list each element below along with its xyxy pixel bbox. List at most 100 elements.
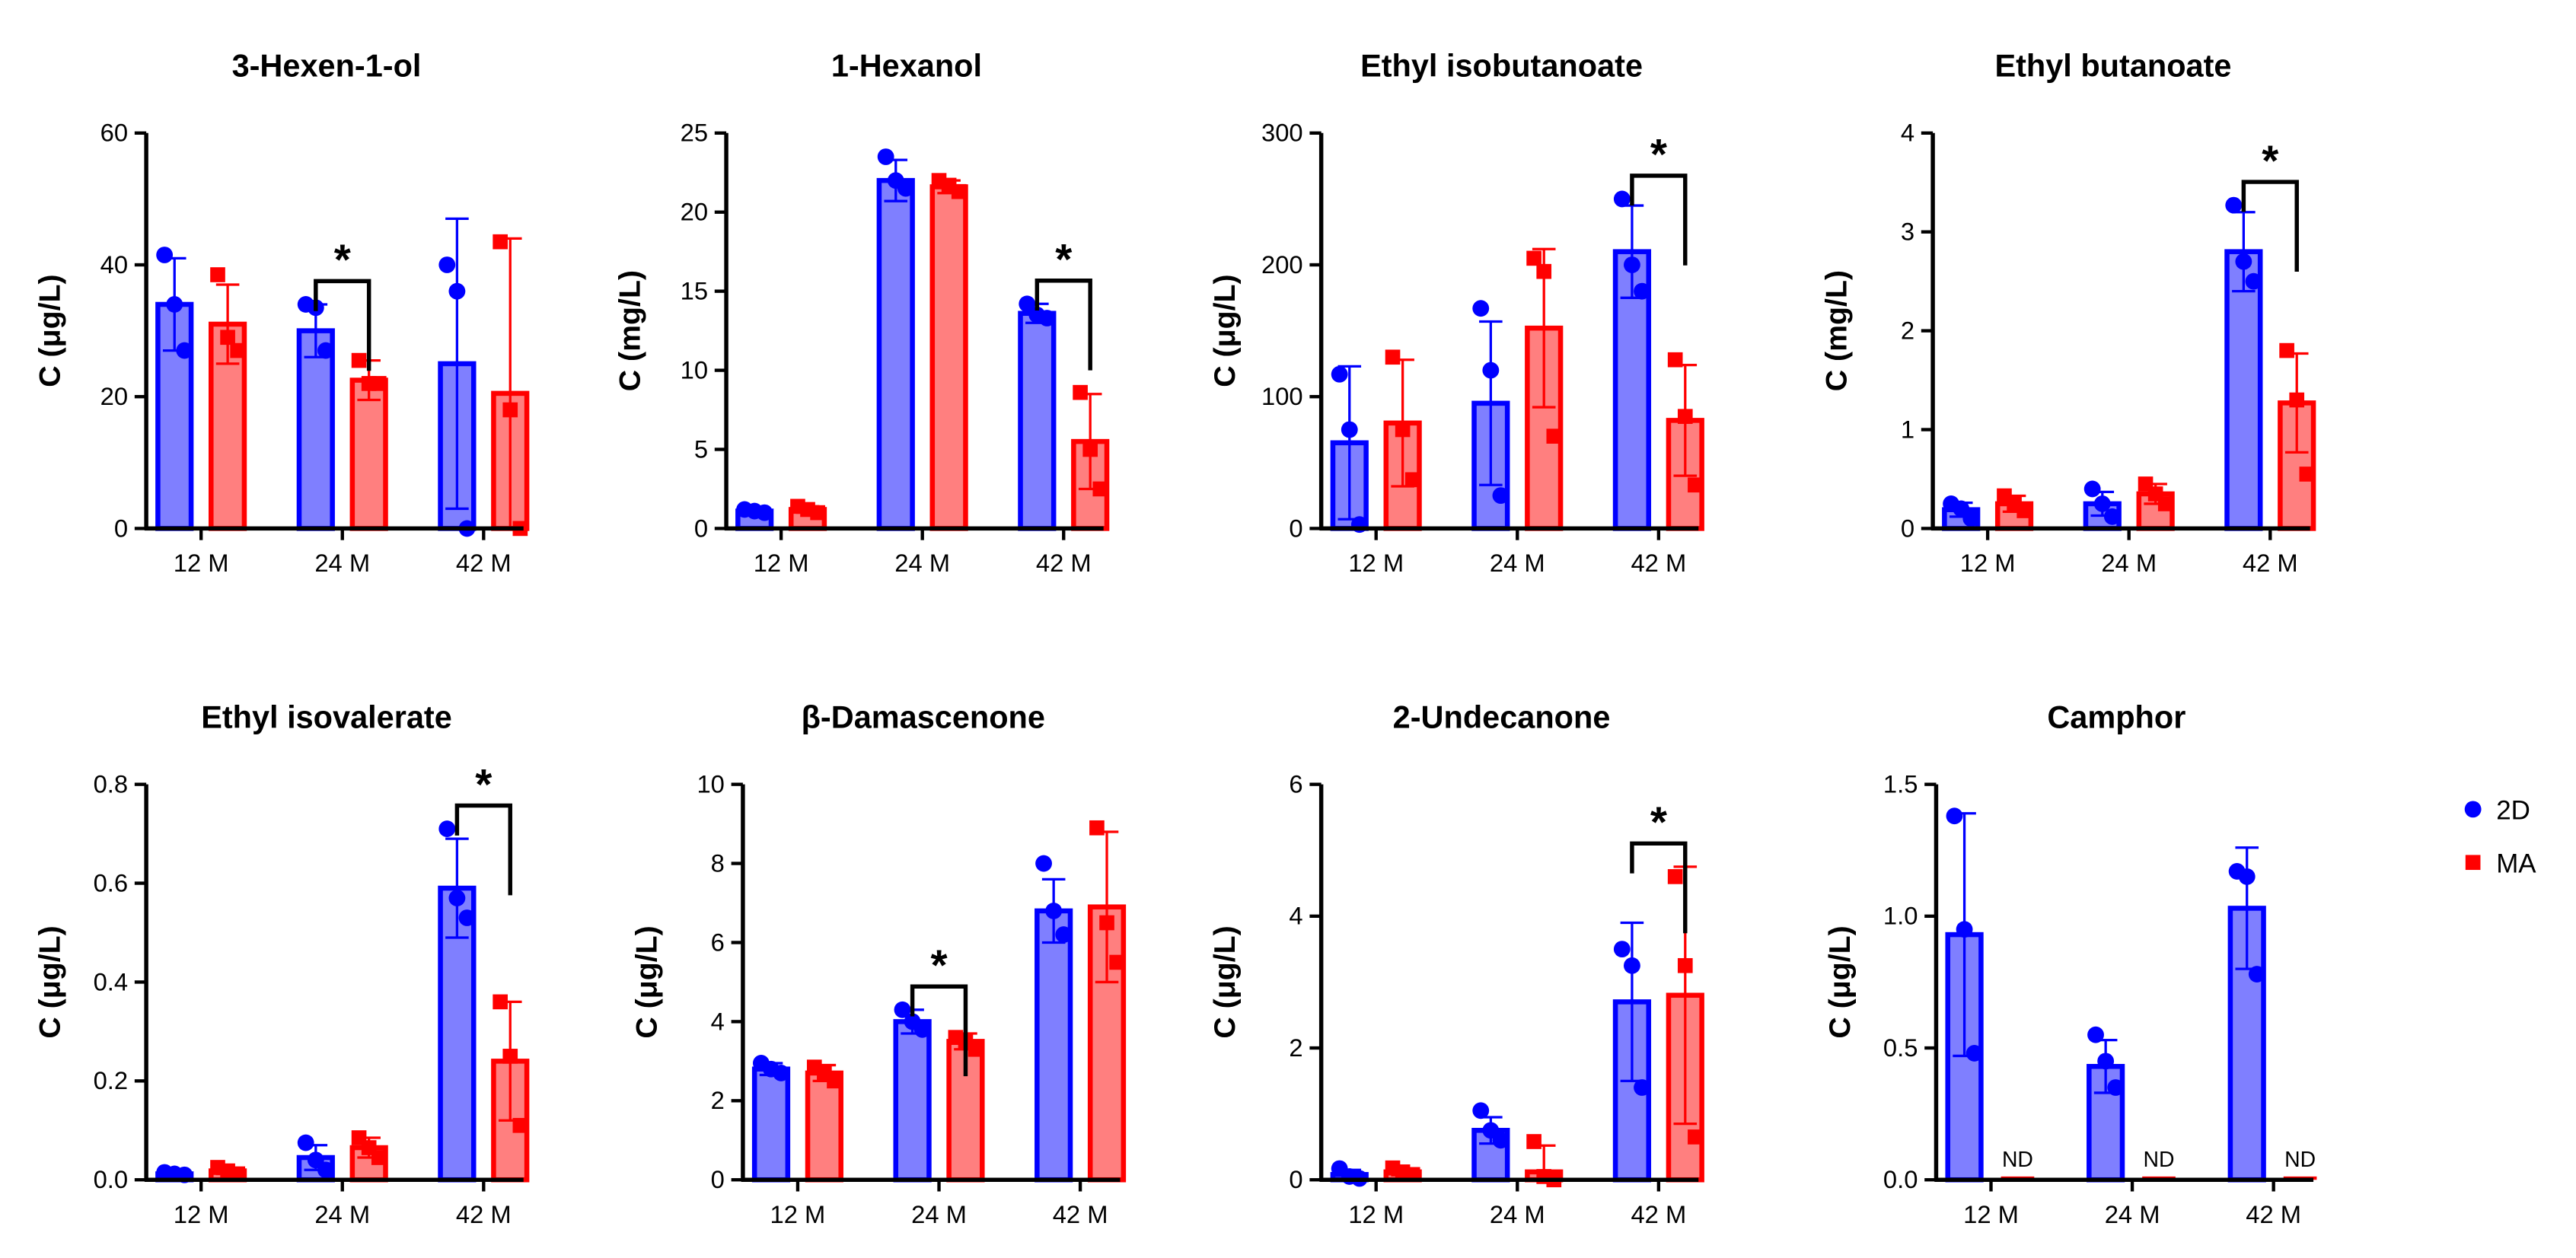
panel-title: Camphor: [2047, 699, 2185, 734]
data-point: [1965, 1045, 1983, 1062]
error-bar: [215, 283, 240, 365]
data-point: [2225, 196, 2243, 214]
y-axis-label: C (mg/L): [1820, 270, 1854, 391]
x-tick-label: 42 M: [1631, 1200, 1686, 1228]
data-point: [951, 183, 967, 199]
data-point: [448, 890, 466, 906]
y-tick-label: 8: [711, 849, 725, 877]
data-point: [1956, 921, 1973, 938]
y-tick-label: 4: [1289, 902, 1302, 930]
data-point: [1045, 902, 1063, 919]
data-point: [502, 1049, 518, 1064]
significance-star: *: [2262, 137, 2279, 185]
data-point: [1472, 300, 1490, 317]
bar: [805, 1070, 843, 1183]
y-tick-label: 10: [681, 355, 708, 384]
y-axis-label: C (μg/L): [33, 274, 67, 387]
y-tick-label: 25: [681, 119, 708, 147]
data-point: [1536, 263, 1552, 279]
nd-label: ND: [2284, 1148, 2316, 1172]
y-tick-label: 1: [1901, 415, 1914, 443]
data-point: [493, 234, 508, 250]
data-point: [1341, 421, 1358, 438]
x-tick-label: 12 M: [1348, 1200, 1404, 1228]
data-point: [512, 1117, 528, 1133]
data-point: [210, 267, 225, 282]
data-point: [1546, 428, 1562, 444]
data-point: [1634, 282, 1650, 300]
legend-label: 2D: [2496, 795, 2530, 825]
data-point: [1385, 349, 1401, 365]
y-tick-label: 0.8: [94, 770, 129, 798]
legend-label: MA: [2496, 849, 2536, 878]
data-point: [877, 148, 894, 165]
data-point: [1038, 310, 1056, 326]
significance-star: *: [1055, 236, 1073, 284]
y-tick-label: 40: [100, 250, 128, 279]
data-point: [1624, 957, 1640, 974]
data-point: [1677, 957, 1693, 973]
significance-bracket: [454, 803, 512, 896]
panel-title: Ethyl isobutanoate: [1360, 48, 1643, 84]
x-tick-label: 12 M: [754, 549, 809, 577]
data-point: [1526, 250, 1541, 266]
data-point: [1482, 361, 1500, 379]
y-tick-label: 3: [1901, 218, 1914, 246]
data-point: [230, 1166, 246, 1182]
data-point: [1677, 409, 1693, 425]
x-tick-label: 42 M: [1631, 549, 1686, 577]
legend-marker: [2464, 801, 2482, 818]
significance-star: *: [1650, 131, 1668, 179]
data-point: [297, 1134, 314, 1151]
data-point: [1492, 487, 1510, 505]
bar: [349, 377, 388, 531]
data-point: [1613, 941, 1631, 958]
data-point: [2289, 392, 2305, 408]
x-tick-label: 24 M: [314, 549, 370, 577]
panel-title: Ethyl isovalerate: [201, 699, 452, 734]
data-point: [438, 256, 456, 273]
data-point: [176, 342, 193, 359]
x-tick-label: 24 M: [1490, 549, 1545, 577]
data-point: [1688, 1129, 1703, 1145]
x-tick-label: 12 M: [770, 1200, 826, 1228]
y-tick-label: 2: [1289, 1033, 1302, 1062]
panel: Ethyl isovalerate C (μg/L) 0.0 0.2 0.4 0.6 0.8…: [33, 699, 530, 1228]
nd-label: ND: [2144, 1148, 2175, 1172]
y-tick-label: 6: [711, 928, 725, 956]
x-tick-label: 24 M: [2101, 549, 2157, 577]
bar: [2224, 249, 2263, 531]
panel: Ethyl butanoate C (mg/L) 0 1 2 3 4 12 M 24 M 42 M…: [1820, 48, 2316, 577]
error-bar: [445, 837, 469, 939]
data-point: [448, 282, 466, 300]
bar: [296, 328, 335, 531]
data-point: [810, 505, 825, 521]
panel: 1-Hexanol C (mg/L) 0 5 10 15 20 25 12 M 24 M 42 M *: [614, 48, 1110, 577]
y-tick-label: 4: [711, 1007, 725, 1035]
data-point: [371, 1150, 387, 1165]
data-point: [1667, 352, 1683, 368]
panel-title: Ethyl butanoate: [1994, 48, 2231, 84]
x-tick-label: 42 M: [456, 1200, 512, 1228]
data-point: [2245, 272, 2262, 290]
y-tick-label: 10: [697, 770, 724, 798]
y-axis-label: C (μg/L): [1208, 274, 1242, 387]
data-point: [2157, 496, 2173, 511]
data-point: [968, 1041, 984, 1057]
y-tick-label: 5: [694, 435, 708, 463]
data-point: [2093, 495, 2111, 512]
y-axis-label: C (μg/L): [1823, 925, 1857, 1038]
data-point: [230, 342, 246, 358]
y-tick-label: 0.6: [94, 868, 129, 897]
panel: β-Damascenone C (μg/L) 0 2 4 6 8 10 12 M 24 M 42 M…: [630, 699, 1127, 1228]
x-tick-label: 42 M: [1036, 549, 1092, 577]
data-point: [1492, 1132, 1510, 1149]
panel-title: 1-Hexanol: [831, 48, 982, 84]
y-tick-label: 0.2: [94, 1066, 129, 1094]
y-tick-label: 200: [1261, 250, 1303, 279]
x-tick-label: 12 M: [174, 549, 229, 577]
y-axis-label: C (μg/L): [1208, 925, 1242, 1038]
data-point: [913, 1021, 931, 1038]
data-point: [2083, 480, 2101, 498]
bar: [1018, 311, 1057, 531]
